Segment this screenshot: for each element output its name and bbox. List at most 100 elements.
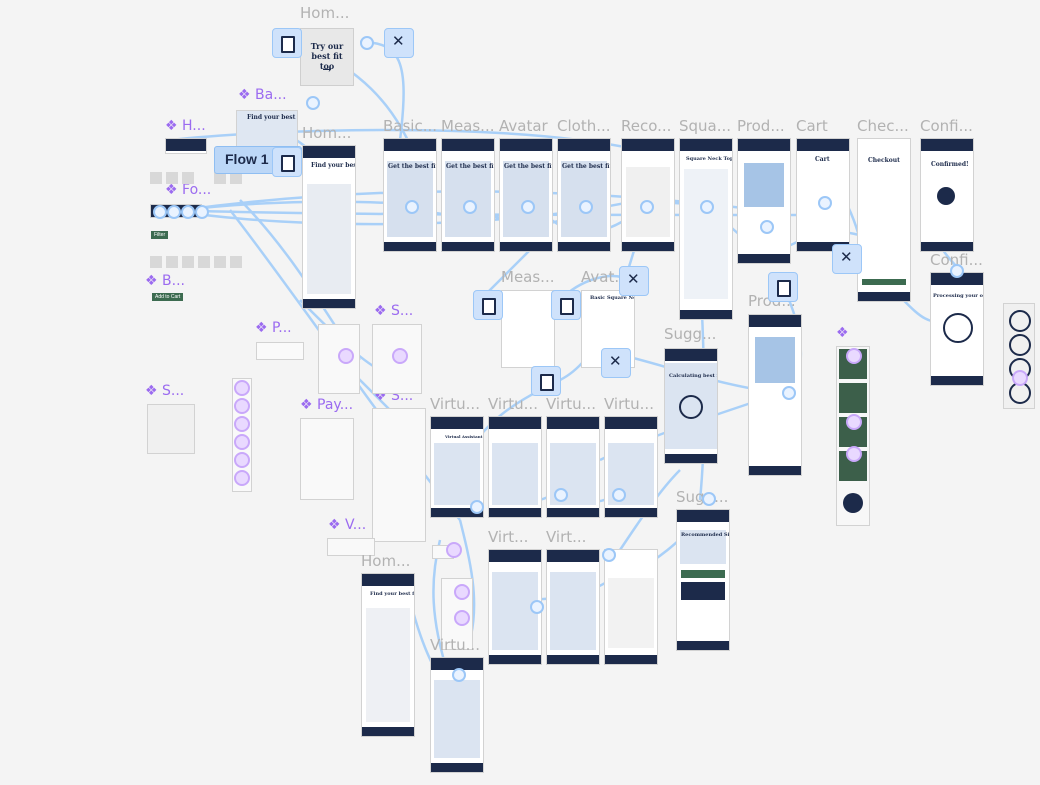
frame-confirmed[interactable]: Confirmed! xyxy=(920,138,974,252)
frame-avatar[interactable]: Get the best fit! xyxy=(499,138,553,252)
close-overlay-icon[interactable] xyxy=(601,348,631,378)
play-flow-icon[interactable] xyxy=(272,147,302,177)
connection-handle[interactable] xyxy=(181,205,195,219)
connection-handle[interactable] xyxy=(640,200,654,214)
frame-home3[interactable]: Find your best fit! xyxy=(361,573,415,737)
header-component[interactable] xyxy=(165,138,207,154)
connection-handle[interactable] xyxy=(818,196,832,210)
variant-dot[interactable] xyxy=(392,348,408,364)
frame-basic[interactable]: Get the best fit! xyxy=(383,138,437,252)
variant-dot[interactable] xyxy=(338,348,354,364)
frame-label-home2: Hom... xyxy=(302,124,352,142)
variant-dot[interactable] xyxy=(454,610,470,626)
calculating-text: Calculating best fit! xyxy=(669,373,717,379)
variant-dot[interactable] xyxy=(234,434,250,450)
frame-recommended[interactable] xyxy=(621,138,675,252)
variant-dot[interactable] xyxy=(234,416,250,432)
connection-handle[interactable] xyxy=(702,492,716,506)
frame-virtual-assistant-6[interactable] xyxy=(546,549,600,665)
component-label-p: ❖ P... xyxy=(255,320,292,336)
virtual-assistant-component[interactable] xyxy=(327,538,375,556)
copy-link-icon[interactable] xyxy=(272,28,302,58)
connection-handle[interactable] xyxy=(195,205,209,219)
thumb xyxy=(150,172,162,184)
frame-processing[interactable]: Processing your order! xyxy=(930,272,984,386)
frame-product[interactable] xyxy=(737,138,791,264)
variant-dot[interactable] xyxy=(446,542,462,558)
processing-text: Processing your order! xyxy=(933,293,983,299)
frame-cart[interactable]: Cart xyxy=(796,138,850,252)
connection-handle[interactable] xyxy=(405,200,419,214)
home3-heading: Find your best fit! xyxy=(370,591,414,597)
frame-recommended-sizes[interactable]: Recommended Sizes xyxy=(676,509,730,651)
variant-dot[interactable] xyxy=(234,470,250,486)
add-to-cart-pill[interactable]: Add to Cart xyxy=(152,293,184,301)
connection-handle[interactable] xyxy=(360,36,374,50)
tile-variants[interactable] xyxy=(836,346,870,526)
connection-handle[interactable] xyxy=(602,548,616,562)
frame-measurements[interactable]: Get the best fit! xyxy=(441,138,495,252)
frame-checkout[interactable]: Checkout xyxy=(857,138,911,302)
frame-calculating[interactable]: Calculating best fit! xyxy=(664,348,718,464)
frame-virtual-assistant-7[interactable] xyxy=(604,549,658,665)
connection-handle[interactable] xyxy=(521,200,535,214)
checkout-heading: Checkout xyxy=(868,157,900,164)
filter-pill[interactable]: Filter xyxy=(151,231,169,239)
connection-handle[interactable] xyxy=(470,500,484,514)
variant-dot[interactable] xyxy=(234,380,250,396)
frame-virtual-assistant-8[interactable] xyxy=(430,657,484,773)
frame-label-meas: Meas... xyxy=(441,117,495,135)
thumb xyxy=(182,256,194,268)
variant-dot[interactable] xyxy=(1012,370,1028,386)
variant-dot[interactable] xyxy=(846,348,862,364)
close-overlay-icon[interactable] xyxy=(384,28,414,58)
variant-dot[interactable] xyxy=(234,452,250,468)
connection-handle[interactable] xyxy=(700,200,714,214)
connection-handle[interactable] xyxy=(463,200,477,214)
component-label-s2: ❖ S... xyxy=(374,303,414,319)
copy-link-icon[interactable] xyxy=(531,366,561,396)
frame-virtual-assistant-2[interactable] xyxy=(488,416,542,518)
payment-form-component[interactable] xyxy=(300,418,354,500)
loader-variants[interactable] xyxy=(1003,303,1035,409)
frame-label-product: Prod... xyxy=(737,117,785,135)
variant-dot[interactable] xyxy=(846,446,862,462)
frame-virtual-assistant-4[interactable] xyxy=(604,416,658,518)
variant-dot[interactable] xyxy=(234,398,250,414)
connection-handle[interactable] xyxy=(530,600,544,614)
connection-handle[interactable] xyxy=(452,668,466,682)
component-label-s1: ❖ S... xyxy=(145,383,185,399)
basic-heading: Get the best fit! xyxy=(388,163,437,170)
connection-handle[interactable] xyxy=(760,220,774,234)
variant-dot[interactable] xyxy=(454,584,470,600)
frame-virtual-assistant-3[interactable] xyxy=(546,416,600,518)
thumb xyxy=(150,256,162,268)
banner-component[interactable]: Find your best fit! xyxy=(236,110,298,148)
frame-product-detail[interactable] xyxy=(748,314,802,476)
close-overlay-icon[interactable] xyxy=(619,266,649,296)
shipping-form-component[interactable] xyxy=(372,408,426,542)
size-grid-component[interactable] xyxy=(147,404,195,454)
frame-measure-diagram[interactable] xyxy=(501,290,555,368)
connection-handle[interactable] xyxy=(612,488,626,502)
frame-clothing[interactable]: Get the best fit! xyxy=(557,138,611,252)
thumb xyxy=(214,256,226,268)
connection-handle[interactable] xyxy=(579,200,593,214)
close-overlay-icon[interactable] xyxy=(832,244,862,274)
copy-link-icon[interactable] xyxy=(768,272,798,302)
connection-handle[interactable] xyxy=(167,205,181,219)
hover-frame-try-best-fit[interactable]: Try our best fit too → xyxy=(300,28,354,86)
frame-square-neck-tops[interactable]: Square Neck Tops xyxy=(679,138,733,320)
connection-handle[interactable] xyxy=(782,386,796,400)
frame-home2[interactable]: Find your best fit! xyxy=(302,145,356,309)
connection-handle[interactable] xyxy=(554,488,568,502)
progress-component[interactable] xyxy=(256,342,304,360)
copy-link-icon[interactable] xyxy=(473,290,503,320)
variant-dot[interactable] xyxy=(846,414,862,430)
copy-link-icon[interactable] xyxy=(551,290,581,320)
connection-handle[interactable] xyxy=(153,205,167,219)
thumb xyxy=(214,172,226,184)
connection-handle[interactable] xyxy=(306,96,320,110)
connection-handle[interactable] xyxy=(950,264,964,278)
